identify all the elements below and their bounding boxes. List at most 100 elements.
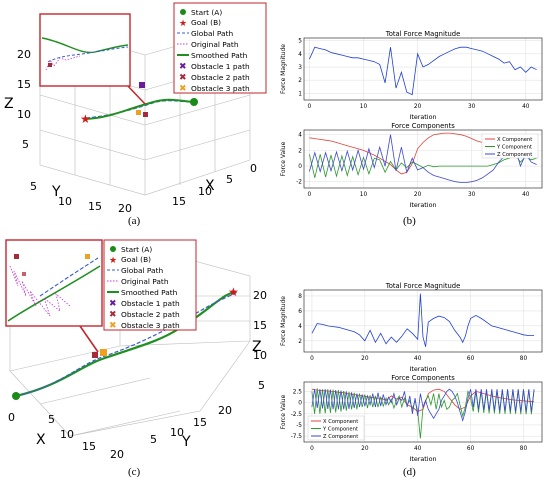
ticks-a: 20 15 10 5 5 10 15 20 15 10 5 0 [17, 48, 257, 215]
panel-a-3d-plot: 20 15 10 5 5 10 15 20 15 10 5 0 Z Y X ★ … [4, 2, 267, 215]
plot-frame [303, 381, 543, 443]
x-tick-label: 20 [414, 192, 422, 198]
force-components-chart-d: Force Components Iteration Force Value 0 20 4… [280, 374, 543, 462]
inset-smoothed-a [41, 37, 129, 54]
legend-start: Start (A) [191, 8, 222, 17]
x-tick: 15 [82, 440, 96, 453]
legend-global: Global Path [191, 29, 233, 38]
x-tick-label: 80 [520, 356, 528, 362]
y-axis-label: Force Value [280, 394, 287, 429]
chart-title: Total Force Magnitude [385, 30, 461, 38]
x-tick: 10 [60, 428, 74, 441]
x-tick-label: 20 [361, 446, 369, 452]
chart-title: Force Components [391, 122, 455, 130]
x-axis-label: Iteration [409, 201, 436, 208]
legend-obs2: Obstacle 2 path [121, 310, 180, 319]
y-tick: 15 [88, 200, 102, 213]
z-tick: 15 [17, 78, 31, 91]
legend-obs1: Obstacle 1 path [121, 299, 180, 308]
y-tick: 5 [30, 180, 37, 193]
y-tick-label: 4 [298, 324, 302, 330]
y-tick: 10 [170, 426, 184, 439]
legend-start: Start (A) [121, 245, 152, 254]
inset-original-c [9, 265, 71, 317]
legend-global: Global Path [121, 266, 163, 275]
x-tick-label: 40 [414, 446, 422, 452]
x-tick-label: 30 [468, 104, 476, 110]
x-tick-label: 10 [360, 192, 368, 198]
inset-global-a [47, 46, 129, 63]
plot-frame [303, 129, 543, 189]
plot-frame [303, 289, 543, 353]
inset-original-a [45, 55, 81, 71]
z-tick: 10 [253, 349, 267, 362]
x-tick-label: 40 [414, 356, 422, 362]
axis-labels-c: Z X Y [36, 339, 262, 450]
global-path-c [15, 292, 237, 397]
legend-a: Start (A) ★ Goal (B) Global Path Original… [173, 2, 267, 94]
obstacle-marker [85, 254, 90, 259]
x-tick-label: 10 [360, 104, 368, 110]
inset-smoothed-c [7, 265, 101, 322]
y-tick-label: 6 [298, 309, 302, 315]
y-tick-label: -2.5 [291, 412, 303, 418]
legend-obs1: Obstacle 1 path [191, 62, 250, 71]
z-tick: 5 [22, 138, 29, 151]
obstacle-marker [139, 82, 145, 88]
x-tick-label: 60 [467, 356, 475, 362]
legend-smoothed: Smoothed Path [121, 288, 178, 297]
smoothed-path-a [85, 98, 194, 120]
svg-text:★: ★ [179, 19, 187, 29]
legend-entry: Y Component [496, 145, 532, 151]
ticks-c: 20 15 10 5 0 5 10 15 20 5 10 15 20 [8, 289, 267, 461]
x-tick: 0 [8, 411, 15, 424]
y-tick-label: 4 [298, 133, 302, 139]
inset-box-a [39, 13, 131, 87]
force-line [311, 293, 535, 347]
legend-goal: Goal (B) [121, 255, 151, 264]
y-axis-label: Force Value [280, 141, 287, 176]
svg-text:✖: ✖ [109, 310, 117, 320]
y-tick-label: 5 [298, 39, 302, 45]
legend-smoothed: Smoothed Path [191, 51, 248, 60]
x-tick-label: 40 [522, 104, 530, 110]
goal-marker: ★ [80, 112, 91, 126]
svg-text:✖: ✖ [109, 299, 117, 309]
force-line [309, 46, 537, 96]
svg-text:✖: ✖ [109, 321, 117, 331]
z-axis-label: Z [252, 339, 262, 355]
x-axis-label: X [205, 178, 215, 194]
x-tick-label: 0 [308, 104, 312, 110]
y-tick: 15 [193, 416, 207, 429]
x-tick: 5 [48, 413, 55, 426]
x-tick-label: 30 [468, 192, 476, 198]
chart-title: Force Components [391, 374, 455, 382]
obstacle-marker [143, 112, 148, 117]
x-axis-label: Iteration [409, 455, 436, 462]
y-tick-label: 2 [298, 148, 302, 154]
caption-a: (a) [128, 215, 141, 227]
x-tick: 20 [110, 448, 124, 461]
series-line [311, 388, 535, 422]
caption-d: (d) [403, 466, 416, 478]
legend-original: Original Path [191, 40, 239, 49]
caption-c: (c) [128, 466, 141, 478]
start-marker [190, 98, 198, 106]
x-tick-label: 40 [522, 192, 530, 198]
legend-obs2: Obstacle 2 path [191, 73, 250, 82]
svg-text:✖: ✖ [179, 62, 187, 72]
inset-pointer-arrow [79, 325, 99, 353]
legend-entry: X Component [323, 419, 358, 425]
legend-entry: X Component [497, 137, 532, 143]
z-tick: 20 [253, 289, 267, 302]
legend-entry: Y Component [322, 427, 358, 433]
z-axis-label: Z [4, 96, 14, 112]
obstacle-marker [14, 254, 19, 259]
y-tick-label: 0 [298, 164, 302, 170]
y-tick-label: 2 [298, 339, 302, 345]
y-tick-label: -7.5 [291, 434, 303, 440]
z-tick: 15 [253, 319, 267, 332]
y-tick: 20 [218, 404, 232, 417]
y-axis-label: Y [51, 184, 61, 200]
y-axis-label: Force Magnitude [280, 44, 287, 94]
